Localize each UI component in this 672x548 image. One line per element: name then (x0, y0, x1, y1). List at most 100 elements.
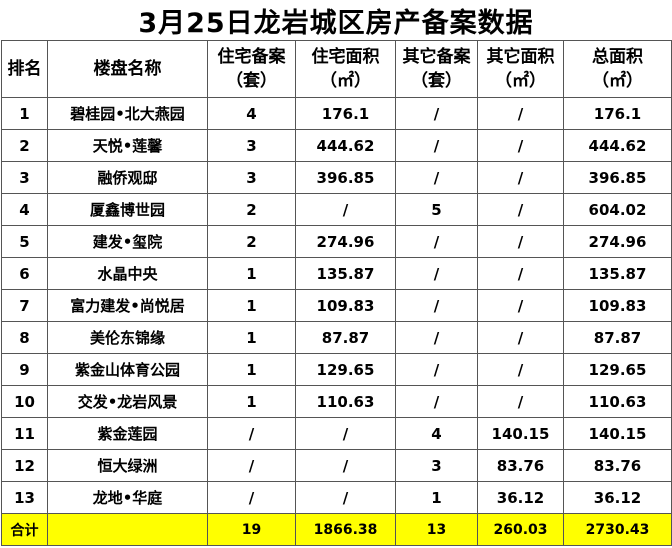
header-total-area-label: 总面积 (592, 47, 643, 67)
report-title: 3月25日龙岩城区房产备案数据 (138, 7, 534, 39)
cell-rank: 9 (1, 353, 48, 386)
cell-rank: 10 (1, 385, 48, 418)
cell-residential-area: 110.63 (295, 385, 396, 418)
table-row: 6 水晶中央 1 135.87//135.87 (1, 257, 672, 290)
cell-rank: 12 (1, 449, 48, 482)
table-row: 10 交发•龙岩风景 1 110.63//110.63 (1, 385, 672, 418)
cell-total-area: 83.76 (563, 449, 672, 482)
cell-rank: 4 (1, 193, 48, 226)
cell-project-name: 恒大绿洲 (47, 449, 208, 482)
cell-other-count: / (395, 225, 478, 258)
cell-residential-area: 87.87 (295, 321, 396, 354)
cell-project-name: 碧桂园•北大燕园 (47, 97, 208, 130)
cell-total-area: 176.1 (563, 97, 672, 130)
cell-residential-count: 2 (207, 225, 296, 258)
cell-residential-area: 176.1 (295, 97, 396, 130)
cell-other-area: / (477, 321, 564, 354)
cell-other-area: 36.12 (477, 481, 564, 514)
cell-project-name: 紫金山体育公园 (47, 353, 208, 386)
cell-residential-count: 1 (207, 289, 296, 322)
header-project-name: 楼盘名称 (47, 40, 208, 98)
cell-other-count: / (395, 129, 478, 162)
cell-rank: 13 (1, 481, 48, 514)
cell-rank: 5 (1, 225, 48, 258)
cell-other-area: / (477, 289, 564, 322)
cell-residential-count: 3 (207, 129, 296, 162)
filing-data-table: 排名 楼盘名称 住宅备案 （套） 住宅面积 （㎡） 其它备案 （套） 其它面积 … (1, 40, 672, 546)
cell-residential-count: 4 (207, 97, 296, 130)
cell-residential-count: / (207, 417, 296, 450)
header-residential-area: 住宅面积 （㎡） (295, 40, 396, 98)
cell-other-count: 4 (395, 417, 478, 450)
cell-other-count: 1 (395, 481, 478, 514)
header-other-area: 其它面积 （㎡） (477, 40, 564, 98)
cell-rank: 6 (1, 257, 48, 290)
cell-project-name: 美伦东锦缘 (47, 321, 208, 354)
header-residential-count-label: 住宅备案 (217, 47, 286, 67)
cell-total-area: 36.12 (563, 481, 672, 514)
cell-total-area: 110.63 (563, 385, 672, 418)
cell-total-area: 135.87 (563, 257, 672, 290)
totals-other-count: 13 (395, 513, 478, 546)
header-residential-count-unit: （套） (226, 71, 277, 91)
cell-other-count: / (395, 257, 478, 290)
header-rank: 排名 (1, 40, 48, 98)
cell-other-count: / (395, 289, 478, 322)
cell-total-area: 396.85 (563, 161, 672, 194)
cell-total-area: 140.15 (563, 417, 672, 450)
header-total-area-unit: （㎡） (592, 71, 643, 91)
cell-other-count: / (395, 353, 478, 386)
cell-total-area: 444.62 (563, 129, 672, 162)
cell-residential-count: 1 (207, 321, 296, 354)
cell-project-name: 交发•龙岩风景 (47, 385, 208, 418)
cell-other-area: 140.15 (477, 417, 564, 450)
cell-rank: 7 (1, 289, 48, 322)
cell-residential-area: / (295, 193, 396, 226)
header-residential-area-unit: （㎡） (320, 71, 371, 91)
table-row: 5 建发•玺院 2 274.96//274.96 (1, 225, 672, 258)
cell-project-name: 建发•玺院 (47, 225, 208, 258)
cell-total-area: 109.83 (563, 289, 672, 322)
cell-residential-area: 129.65 (295, 353, 396, 386)
cell-other-area: / (477, 385, 564, 418)
cell-other-area: 83.76 (477, 449, 564, 482)
cell-residential-area: 396.85 (295, 161, 396, 194)
cell-rank: 3 (1, 161, 48, 194)
cell-residential-area: / (295, 417, 396, 450)
cell-other-count: / (395, 97, 478, 130)
table-row: 9 紫金山体育公园 1 129.65//129.65 (1, 353, 672, 386)
totals-total-area: 2730.43 (563, 513, 672, 546)
cell-rank: 11 (1, 417, 48, 450)
cell-other-count: 3 (395, 449, 478, 482)
cell-rank: 1 (1, 97, 48, 130)
cell-project-name: 天悦•莲馨 (47, 129, 208, 162)
table-row: 3 融侨观邸 3 396.85//396.85 (1, 161, 672, 194)
table-row: 2 天悦•莲馨 3 444.62//444.62 (1, 129, 672, 162)
cell-other-count: / (395, 385, 478, 418)
cell-total-area: 129.65 (563, 353, 672, 386)
header-other-count-unit: （套） (411, 71, 462, 91)
cell-residential-area: 444.62 (295, 129, 396, 162)
cell-other-count: 5 (395, 193, 478, 226)
cell-other-area: / (477, 257, 564, 290)
cell-residential-count: 1 (207, 385, 296, 418)
totals-label: 合计 (1, 513, 48, 546)
cell-project-name: 富力建发•尚悦居 (47, 289, 208, 322)
cell-total-area: 87.87 (563, 321, 672, 354)
header-total-area: 总面积 （㎡） (563, 40, 672, 98)
cell-other-count: / (395, 161, 478, 194)
cell-other-area: / (477, 97, 564, 130)
cell-other-area: / (477, 353, 564, 386)
totals-other-area: 260.03 (477, 513, 564, 546)
header-other-area-unit: （㎡） (495, 71, 546, 91)
table-row: 12 恒大绿洲 //3 83.76 83.76 (1, 449, 672, 482)
cell-total-area: 604.02 (563, 193, 672, 226)
cell-other-area: / (477, 193, 564, 226)
cell-residential-area: / (295, 449, 396, 482)
cell-project-name: 水晶中央 (47, 257, 208, 290)
cell-project-name: 融侨观邸 (47, 161, 208, 194)
cell-other-area: / (477, 129, 564, 162)
cell-total-area: 274.96 (563, 225, 672, 258)
cell-residential-area: 109.83 (295, 289, 396, 322)
